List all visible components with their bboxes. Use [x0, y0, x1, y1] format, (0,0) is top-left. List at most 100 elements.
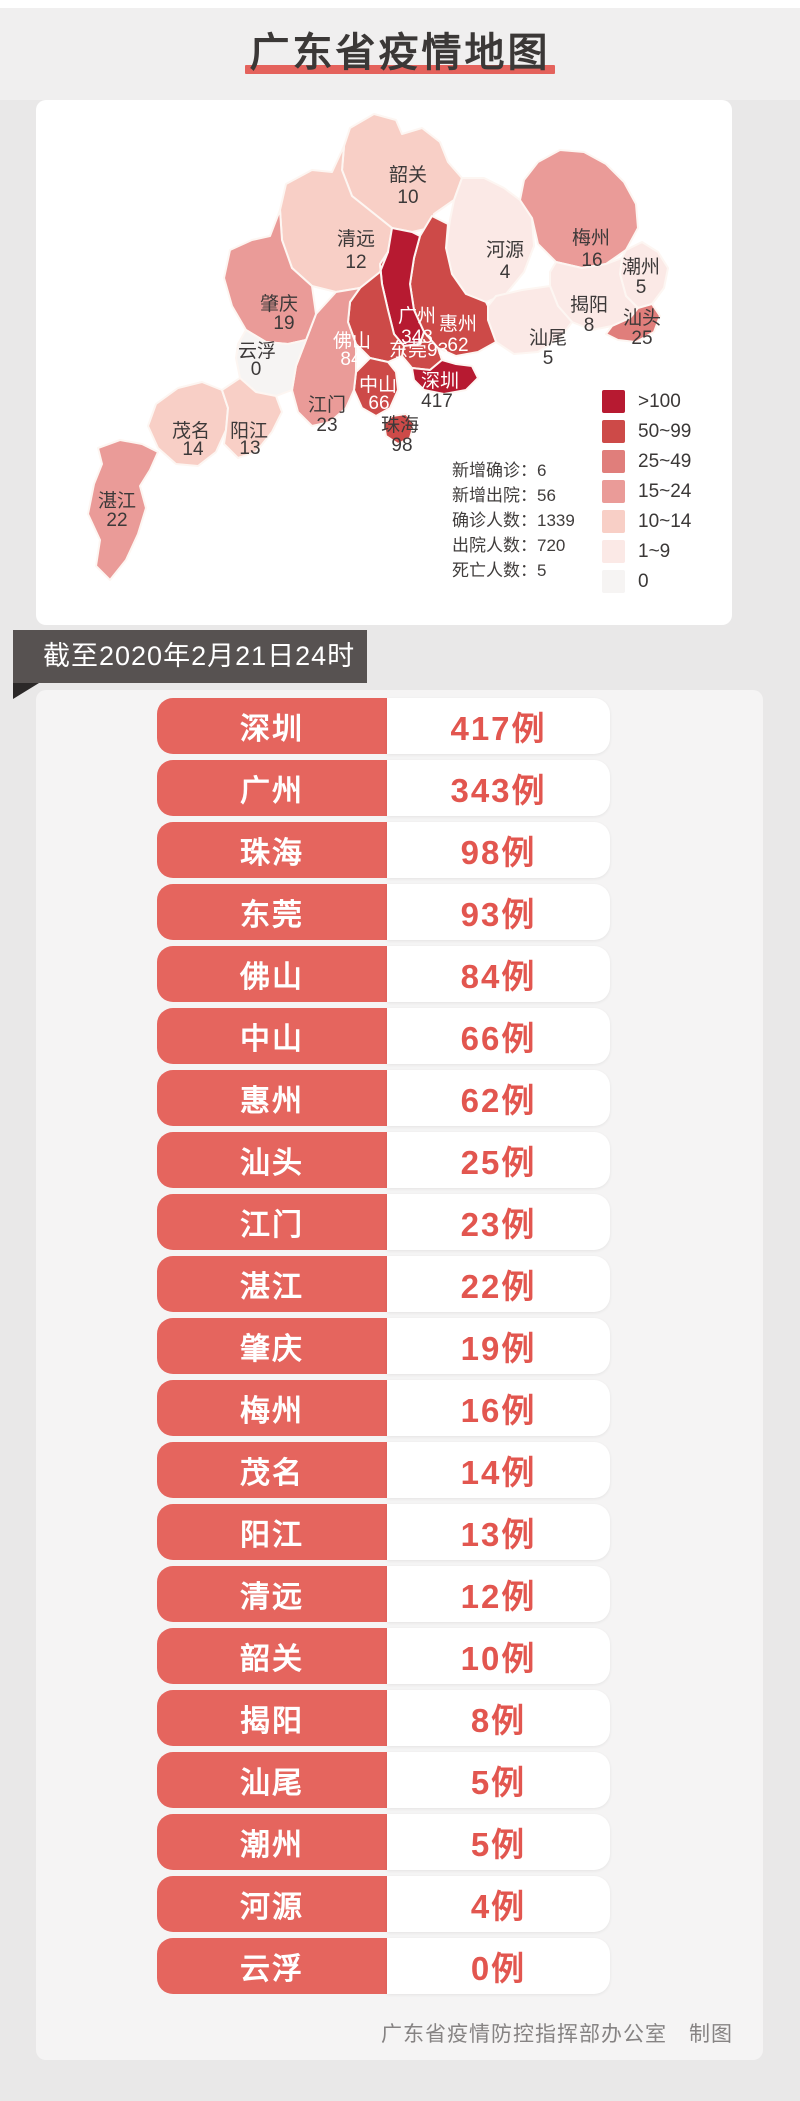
city-name-cell: 广州 — [157, 760, 387, 816]
region-zhuhai — [383, 413, 415, 445]
city-case-list-card: 深圳 417例 广州 343例 珠海 98例 东莞 93例 佛山 84例 中山 66例 惠州 62例 汕头 2… — [36, 690, 763, 2060]
stat-line: 新增出院：56 — [452, 486, 556, 505]
region-yangjiang — [221, 377, 283, 459]
city-name-cell: 阳江 — [157, 1504, 387, 1560]
city-case-table: 深圳 417例 广州 343例 珠海 98例 东莞 93例 佛山 84例 中山 66例 惠州 62例 汕头 2… — [157, 698, 610, 1994]
region-value: 0 — [251, 359, 262, 380]
region-label: 湛江 — [98, 490, 136, 512]
summary-stats: 新增确诊：6 新增出院：56 确诊人数：1339 出院人数：720 死亡人数：5 — [452, 458, 575, 583]
legend-item: 1~9 — [602, 540, 691, 563]
table-row: 惠州 62例 — [157, 1070, 610, 1126]
region-label: 佛山 — [333, 330, 371, 352]
region-value: 19 — [273, 313, 294, 334]
map-regions — [87, 113, 669, 581]
case-count-cell: 8例 — [387, 1690, 610, 1746]
case-count-cell: 12例 — [387, 1566, 610, 1622]
case-count-cell: 84例 — [387, 946, 610, 1002]
region-label: 珠海 — [381, 414, 419, 436]
map-labels: 韶关 10 清远 12 河源 4 梅州 16 潮州 5 揭阳 8 汕头 25 汕… — [98, 164, 661, 531]
table-row: 东莞 93例 — [157, 884, 610, 940]
region-label: 肇庆 — [260, 293, 298, 315]
region-label: 云浮 — [238, 340, 276, 362]
city-name-cell: 潮州 — [157, 1814, 387, 1870]
stat-line: 新增确诊：6 — [452, 461, 547, 480]
page-title: 广东省疫情地图 — [249, 31, 551, 75]
table-row: 阳江 13例 — [157, 1504, 610, 1560]
table-row: 清远 12例 — [157, 1566, 610, 1622]
region-label: 中山 — [359, 374, 397, 396]
table-row: 韶关 10例 — [157, 1628, 610, 1684]
case-count-cell: 5例 — [387, 1814, 610, 1870]
city-name-cell: 珠海 — [157, 822, 387, 878]
city-name-cell: 湛江 — [157, 1256, 387, 1312]
case-count-cell: 25例 — [387, 1132, 610, 1188]
legend-item: 10~14 — [602, 510, 691, 533]
title-underline — [245, 65, 555, 74]
region-value: 25 — [631, 328, 652, 349]
region-value: 66 — [368, 393, 389, 414]
legend-item: >100 — [602, 390, 691, 413]
table-row: 茂名 14例 — [157, 1442, 610, 1498]
footer-credit: 广东省疫情防控指挥部办公室 制图 — [381, 2023, 733, 2046]
region-label: 清远 — [337, 228, 375, 250]
region-shantou — [605, 303, 661, 343]
legend-label: 10~14 — [638, 510, 692, 532]
city-name-cell: 茂名 — [157, 1442, 387, 1498]
case-count-cell: 19例 — [387, 1318, 610, 1374]
title-band — [0, 8, 800, 100]
region-value: 14 — [182, 439, 204, 460]
city-name-cell: 揭阳 — [157, 1690, 387, 1746]
region-value: 23 — [316, 415, 337, 436]
legend-label: 1~9 — [638, 540, 671, 562]
legend-swatch — [602, 390, 625, 413]
legend-label: 50~99 — [638, 420, 692, 442]
city-name-cell: 惠州 — [157, 1070, 387, 1126]
region-value: 62 — [447, 335, 468, 356]
region-label: 揭阳 — [570, 294, 608, 316]
region-label: 江门 — [308, 394, 346, 416]
legend-label: >100 — [638, 390, 681, 412]
case-count-cell: 10例 — [387, 1628, 610, 1684]
city-name-cell: 江门 — [157, 1194, 387, 1250]
table-row: 江门 23例 — [157, 1194, 610, 1250]
region-label: 茂名 — [172, 420, 210, 442]
region-meizhou — [519, 149, 639, 269]
region-value: 5 — [543, 348, 554, 369]
legend-swatch — [602, 540, 625, 563]
region-zhanjiang — [87, 439, 159, 581]
region-value: 10 — [397, 187, 418, 208]
region-label: 阳江 — [230, 420, 268, 442]
epidemic-map-card: 韶关 10 清远 12 河源 4 梅州 16 潮州 5 揭阳 8 汕头 25 汕… — [36, 100, 732, 625]
region-value: 93 — [427, 340, 448, 361]
table-row: 深圳 417例 — [157, 698, 610, 754]
case-count-cell: 417例 — [387, 698, 610, 754]
region-label: 深圳 — [421, 370, 459, 392]
legend-swatch — [602, 420, 625, 443]
region-label: 韶关 — [389, 164, 427, 186]
region-label: 东莞 — [389, 339, 427, 361]
region-label: 河源 — [486, 239, 524, 261]
region-value: 5 — [636, 277, 647, 298]
region-value: 16 — [581, 250, 602, 271]
case-count-cell: 98例 — [387, 822, 610, 878]
legend-item: 15~24 — [602, 480, 691, 503]
city-name-cell: 清远 — [157, 1566, 387, 1622]
table-row: 揭阳 8例 — [157, 1690, 610, 1746]
region-maoming — [147, 381, 229, 467]
table-row: 河源 4例 — [157, 1876, 610, 1932]
region-label: 潮州 — [622, 256, 660, 278]
color-legend: >100 50~99 25~49 15~24 10~14 1~9 0 — [602, 390, 691, 600]
region-label: 汕尾 — [529, 327, 567, 349]
legend-swatch — [602, 450, 625, 473]
region-yunfu — [235, 329, 307, 397]
region-value: 22 — [106, 510, 127, 531]
region-shenzhen — [411, 359, 479, 395]
city-name-cell: 梅州 — [157, 1380, 387, 1436]
date-banner-fold — [13, 683, 39, 699]
region-value: 98 — [391, 435, 412, 456]
legend-label: 25~49 — [638, 450, 692, 472]
legend-swatch — [602, 510, 625, 533]
case-count-cell: 66例 — [387, 1008, 610, 1064]
case-count-cell: 4例 — [387, 1876, 610, 1932]
case-count-cell: 14例 — [387, 1442, 610, 1498]
